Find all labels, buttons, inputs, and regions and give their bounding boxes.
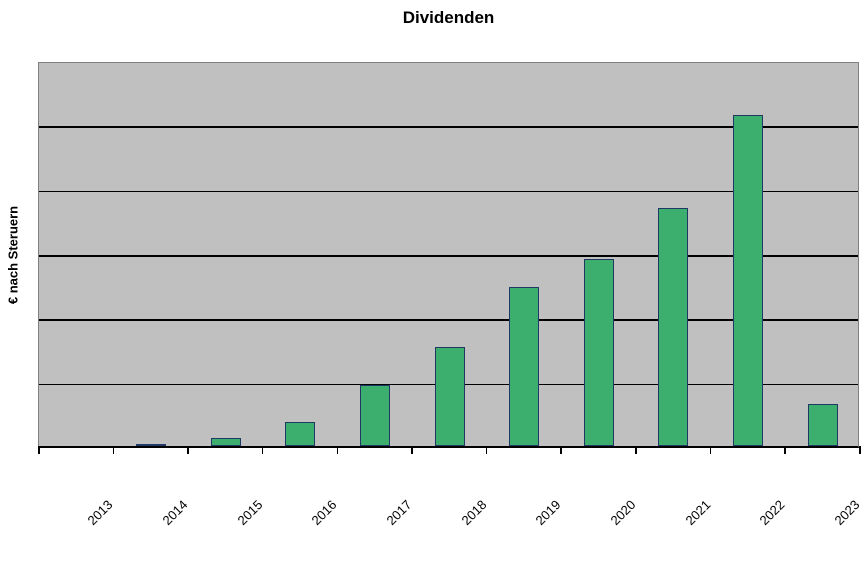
x-axis-tick — [38, 446, 40, 454]
x-axis-tick — [709, 446, 712, 454]
plot-area — [38, 62, 859, 448]
x-axis-tick — [261, 446, 264, 454]
gridline — [39, 319, 858, 321]
bar-2015 — [210, 438, 241, 446]
bar-2021 — [658, 207, 689, 446]
x-axis-tick — [784, 446, 786, 454]
gridline — [39, 190, 858, 193]
bar-2023 — [807, 404, 838, 446]
x-tick-label-2016: 2016 — [308, 497, 340, 529]
x-axis-tick — [187, 446, 189, 454]
x-axis-tick — [336, 446, 339, 454]
bar-2020 — [583, 258, 614, 446]
x-axis-tick — [112, 446, 115, 454]
gridline — [39, 126, 858, 128]
x-axis-tick — [635, 446, 637, 454]
x-tick-label-2022: 2022 — [756, 497, 788, 529]
x-tick-label-2023: 2023 — [831, 497, 863, 529]
bar-2017 — [359, 384, 390, 446]
x-tick-label-2014: 2014 — [159, 497, 191, 529]
x-axis-tick — [485, 446, 488, 454]
bar-2022 — [733, 115, 764, 446]
bar-2018 — [434, 346, 465, 446]
x-axis-tick — [560, 446, 562, 454]
x-tick-label-2020: 2020 — [607, 497, 639, 529]
x-tick-label-2018: 2018 — [458, 497, 490, 529]
x-tick-label-2013: 2013 — [84, 497, 116, 529]
gridline — [39, 255, 858, 257]
y-axis-label: € nach Steruern — [5, 205, 21, 305]
chart-title: Dividenden — [402, 8, 495, 27]
bar-2019 — [509, 287, 540, 446]
x-axis-tick — [411, 446, 413, 454]
bar-2016 — [285, 421, 316, 446]
x-tick-label-2017: 2017 — [383, 497, 415, 529]
x-axis-tick — [859, 446, 861, 454]
x-tick-label-2015: 2015 — [234, 497, 266, 529]
bar-2014 — [135, 444, 166, 446]
x-tick-label-2019: 2019 — [532, 497, 564, 529]
x-tick-label-2021: 2021 — [681, 497, 714, 529]
